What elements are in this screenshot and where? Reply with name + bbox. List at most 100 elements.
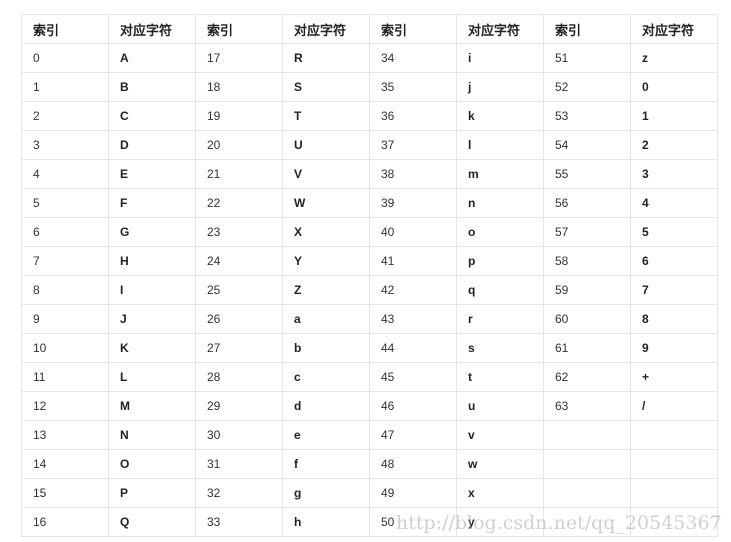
index-cell: 61 bbox=[543, 333, 631, 363]
index-cell: 32 bbox=[195, 478, 283, 508]
char-cell: B bbox=[108, 72, 196, 102]
char-cell: 0 bbox=[630, 72, 718, 102]
index-cell: 40 bbox=[369, 217, 457, 247]
index-cell: 2 bbox=[21, 101, 109, 131]
index-cell: 6 bbox=[21, 217, 109, 247]
char-cell: J bbox=[108, 304, 196, 334]
char-cell: V bbox=[282, 159, 370, 189]
index-cell: 19 bbox=[195, 101, 283, 131]
index-cell: 37 bbox=[369, 130, 457, 160]
char-cell: e bbox=[282, 420, 370, 450]
char-cell: M bbox=[108, 391, 196, 421]
char-cell: v bbox=[456, 420, 544, 450]
index-cell: 0 bbox=[21, 43, 109, 73]
index-cell: 43 bbox=[369, 304, 457, 334]
index-cell: 25 bbox=[195, 275, 283, 305]
char-cell: U bbox=[282, 130, 370, 160]
index-cell: 11 bbox=[21, 362, 109, 392]
index-cell: 56 bbox=[543, 188, 631, 218]
table-row: 14 O 31 f 48 w bbox=[21, 449, 718, 479]
char-cell: P bbox=[108, 478, 196, 508]
char-cell: q bbox=[456, 275, 544, 305]
char-cell: T bbox=[282, 101, 370, 131]
table-row: 6 G 23 X 40 o 57 5 bbox=[21, 217, 718, 247]
index-cell: 24 bbox=[195, 246, 283, 276]
char-cell: y bbox=[456, 507, 544, 537]
char-cell: N bbox=[108, 420, 196, 450]
char-cell: g bbox=[282, 478, 370, 508]
table-row: 2 C 19 T 36 k 53 1 bbox=[21, 101, 718, 131]
index-cell: 4 bbox=[21, 159, 109, 189]
index-cell: 38 bbox=[369, 159, 457, 189]
index-cell: 63 bbox=[543, 391, 631, 421]
char-cell: m bbox=[456, 159, 544, 189]
char-cell bbox=[630, 507, 718, 537]
char-cell: b bbox=[282, 333, 370, 363]
char-cell: l bbox=[456, 130, 544, 160]
char-cell: / bbox=[630, 391, 718, 421]
char-cell: 8 bbox=[630, 304, 718, 334]
header-row: 索引 对应字符 索引 对应字符 索引 对应字符 索引 对应字符 bbox=[21, 14, 718, 44]
header-char: 对应字符 bbox=[630, 14, 718, 44]
index-cell: 44 bbox=[369, 333, 457, 363]
index-cell: 3 bbox=[21, 130, 109, 160]
header-index: 索引 bbox=[21, 14, 109, 44]
index-cell: 36 bbox=[369, 101, 457, 131]
header-char: 对应字符 bbox=[108, 14, 196, 44]
table-row: 1 B 18 S 35 j 52 0 bbox=[21, 72, 718, 102]
index-cell: 22 bbox=[195, 188, 283, 218]
index-cell: 16 bbox=[21, 507, 109, 537]
index-cell: 27 bbox=[195, 333, 283, 363]
char-cell: x bbox=[456, 478, 544, 508]
char-cell: Y bbox=[282, 246, 370, 276]
char-cell: G bbox=[108, 217, 196, 247]
index-cell: 41 bbox=[369, 246, 457, 276]
header-index: 索引 bbox=[195, 14, 283, 44]
table-row: 13 N 30 e 47 v bbox=[21, 420, 718, 450]
index-cell: 17 bbox=[195, 43, 283, 73]
index-cell: 30 bbox=[195, 420, 283, 450]
index-cell: 28 bbox=[195, 362, 283, 392]
header-index: 索引 bbox=[369, 14, 457, 44]
table-row: 5 F 22 W 39 n 56 4 bbox=[21, 188, 718, 218]
char-cell: 1 bbox=[630, 101, 718, 131]
table-row: 10 K 27 b 44 s 61 9 bbox=[21, 333, 718, 363]
char-cell: K bbox=[108, 333, 196, 363]
char-cell: F bbox=[108, 188, 196, 218]
index-cell: 54 bbox=[543, 130, 631, 160]
table-row: 0 A 17 R 34 i 51 z bbox=[21, 43, 718, 73]
table-row: 7 H 24 Y 41 p 58 6 bbox=[21, 246, 718, 276]
index-cell: 59 bbox=[543, 275, 631, 305]
table-row: 11 L 28 c 45 t 62 + bbox=[21, 362, 718, 392]
char-cell: p bbox=[456, 246, 544, 276]
char-cell: 4 bbox=[630, 188, 718, 218]
char-cell bbox=[630, 478, 718, 508]
index-cell: 26 bbox=[195, 304, 283, 334]
index-cell: 7 bbox=[21, 246, 109, 276]
header-index: 索引 bbox=[543, 14, 631, 44]
char-cell: t bbox=[456, 362, 544, 392]
index-cell: 57 bbox=[543, 217, 631, 247]
index-cell: 47 bbox=[369, 420, 457, 450]
index-cell: 18 bbox=[195, 72, 283, 102]
index-cell: 12 bbox=[21, 391, 109, 421]
index-cell bbox=[543, 449, 631, 479]
index-cell bbox=[543, 478, 631, 508]
char-cell: A bbox=[108, 43, 196, 73]
char-cell: L bbox=[108, 362, 196, 392]
char-cell: S bbox=[282, 72, 370, 102]
char-cell bbox=[630, 449, 718, 479]
header-char: 对应字符 bbox=[282, 14, 370, 44]
index-cell: 10 bbox=[21, 333, 109, 363]
char-cell: X bbox=[282, 217, 370, 247]
char-cell: u bbox=[456, 391, 544, 421]
header-char: 对应字符 bbox=[456, 14, 544, 44]
watermark: http://blog.csdn.net/qq_20545367 bbox=[396, 512, 722, 534]
char-cell: r bbox=[456, 304, 544, 334]
index-cell: 51 bbox=[543, 43, 631, 73]
index-cell bbox=[543, 507, 631, 537]
char-cell bbox=[630, 420, 718, 450]
index-cell: 53 bbox=[543, 101, 631, 131]
index-cell: 21 bbox=[195, 159, 283, 189]
base64-index-table: 索引 对应字符 索引 对应字符 索引 对应字符 索引 对应字符 0 A 17 R 34 i 51 z 1 B 18… bbox=[21, 14, 718, 537]
